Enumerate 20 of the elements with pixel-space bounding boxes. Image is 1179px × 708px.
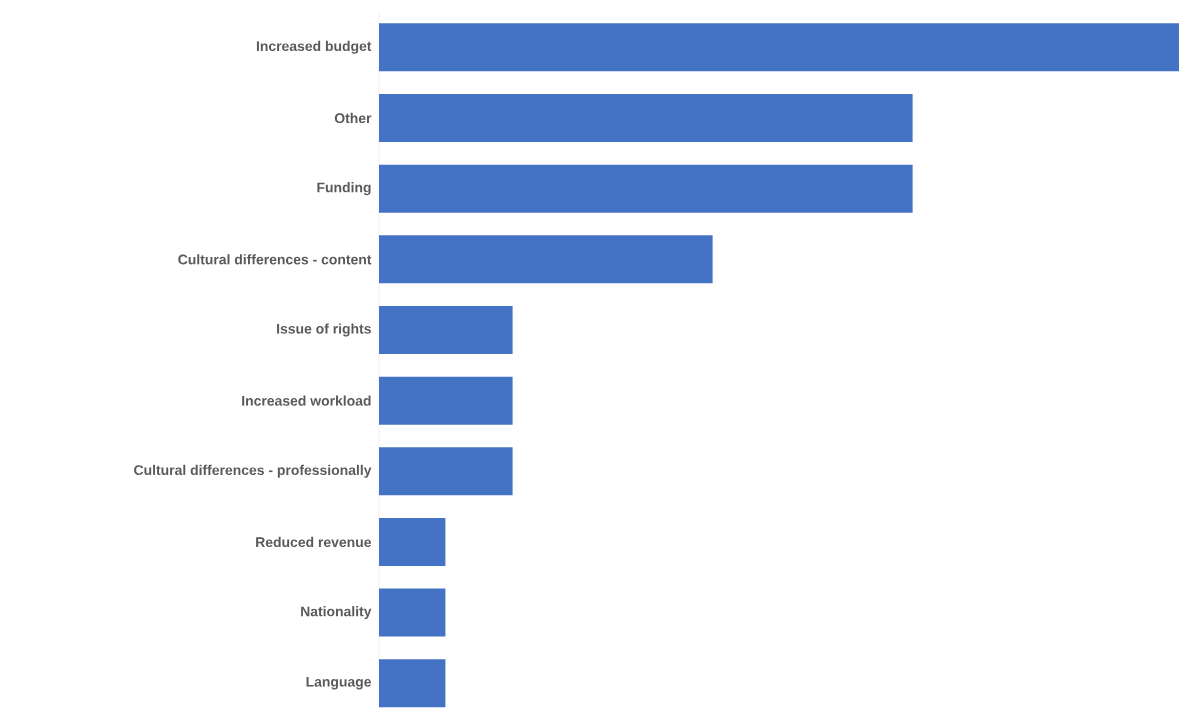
y-tick-label: Increased workload	[242, 395, 371, 406]
bar	[379, 93, 913, 142]
bar	[379, 23, 1179, 72]
y-tick-label: Increased budget	[256, 40, 372, 54]
bar	[379, 659, 446, 708]
bar	[379, 447, 513, 496]
bar	[379, 517, 446, 566]
y-tick-label: Cultural differences - professionally	[134, 464, 372, 478]
y-tick-label: Other	[334, 112, 372, 124]
bar	[379, 235, 713, 284]
y-tick-label: Issue of rights	[277, 323, 371, 337]
bar	[379, 376, 513, 425]
y-tick-label: Funding	[317, 182, 371, 196]
y-tick-label: Reduced revenue	[256, 536, 371, 548]
bar	[379, 588, 446, 637]
y-tick-label: Cultural differences - content	[178, 254, 372, 265]
bar	[379, 164, 913, 213]
y-tick-label: Nationality	[301, 606, 372, 620]
y-tick-label: Language	[306, 677, 372, 690]
bar	[379, 305, 513, 354]
